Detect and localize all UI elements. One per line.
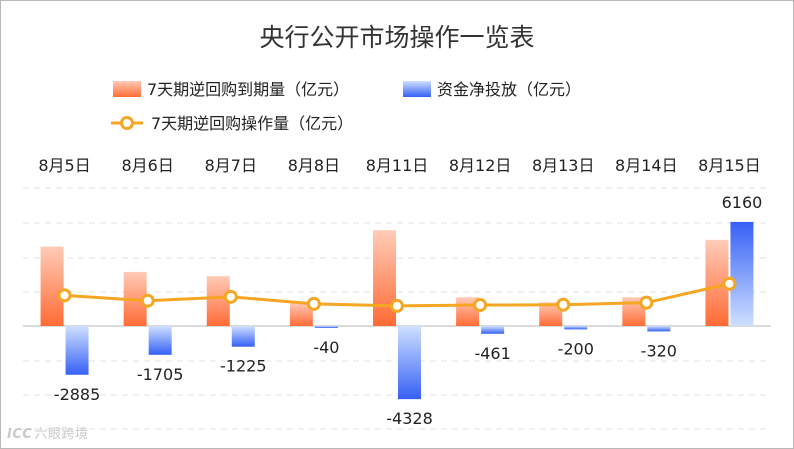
category-label: 8月5日: [38, 156, 90, 175]
net-injection-bar[interactable]: [65, 326, 89, 375]
legend-item-net[interactable]: 资金净投放（亿元）: [403, 80, 581, 99]
net-injection-label: -320: [641, 341, 677, 360]
net-injection-label: -461: [474, 344, 510, 363]
category-label: 8月7日: [205, 156, 257, 175]
net-injection-bar[interactable]: [647, 326, 671, 332]
operation-point[interactable]: [390, 298, 404, 313]
net-injection-label: -40: [313, 338, 339, 357]
net-injection-bar[interactable]: [564, 326, 588, 330]
maturity-bar[interactable]: [539, 302, 563, 326]
operation-line: [57, 276, 737, 313]
category-labels: 8月5日 8月6日 8月7日 8月8日 8月11日 8月12日 8月13日 8月14日 8月15…: [38, 156, 760, 175]
data-labels: -2885 -1705 -1225 -40 -4328 -461 -200 -320 6160: [54, 193, 762, 428]
net-injection-bar[interactable]: [231, 326, 255, 347]
category-label: 8月11日: [366, 156, 429, 175]
maturity-bar[interactable]: [705, 239, 729, 326]
watermark: ICC 六眼跨境: [7, 423, 88, 442]
operation-point[interactable]: [473, 298, 488, 313]
net-injection-label: -1225: [220, 357, 267, 376]
maturity-bar[interactable]: [289, 303, 313, 326]
operation-point[interactable]: [140, 293, 155, 308]
legend-label-maturity: 7天期逆回购到期量（亿元）: [147, 80, 349, 99]
net-injection-bar[interactable]: [481, 326, 505, 334]
category-label: 8月13日: [532, 156, 595, 175]
operation-point[interactable]: [306, 296, 321, 311]
net-injection-bar[interactable]: [314, 326, 338, 328]
net-injection-bar[interactable]: [730, 221, 754, 326]
net-injection-label: -2885: [54, 385, 101, 404]
net-injection-label: -200: [558, 339, 594, 358]
operation-point[interactable]: [556, 297, 571, 312]
net-injection-label: -1705: [137, 365, 184, 384]
net-injection-label: 6160: [722, 193, 763, 212]
category-label: 8月8日: [288, 156, 340, 175]
operation-point[interactable]: [57, 288, 72, 303]
category-label: 8月6日: [121, 156, 173, 175]
legend-marker-operation: [120, 116, 134, 130]
watermark-logo: ICC: [7, 427, 33, 442]
operation-point[interactable]: [223, 289, 238, 304]
category-label: 8月12日: [449, 156, 512, 175]
legend-item-operation[interactable]: 7天期逆回购操作量（亿元）: [111, 114, 353, 133]
net-injection-bar[interactable]: [398, 326, 421, 400]
watermark-text: 六眼跨境: [34, 427, 89, 442]
operation-point[interactable]: [722, 276, 737, 291]
maturity-bar[interactable]: [40, 246, 64, 326]
legend-label-net: 资金净投放（亿元）: [437, 80, 581, 99]
legend-item-maturity[interactable]: 7天期逆回购到期量（亿元）: [113, 80, 349, 99]
legend: 7天期逆回购到期量（亿元） 资金净投放（亿元） 7天期逆回购操作量（亿元）: [111, 80, 581, 133]
legend-swatch-maturity: [113, 81, 141, 97]
category-label: 8月15日: [698, 156, 761, 175]
net-injection-bar[interactable]: [148, 326, 172, 355]
operation-point[interactable]: [639, 295, 654, 310]
chart-title: 央行公开市场操作一览表: [259, 23, 534, 52]
category-label: 8月14日: [615, 156, 678, 175]
legend-label-operation: 7天期逆回购操作量（亿元）: [151, 114, 353, 133]
gridlines: [23, 187, 771, 430]
maturity-bar[interactable]: [206, 276, 230, 326]
maturity-bar[interactable]: [373, 230, 396, 326]
legend-swatch-net: [403, 81, 431, 97]
net-injection-label: -4328: [386, 409, 433, 428]
